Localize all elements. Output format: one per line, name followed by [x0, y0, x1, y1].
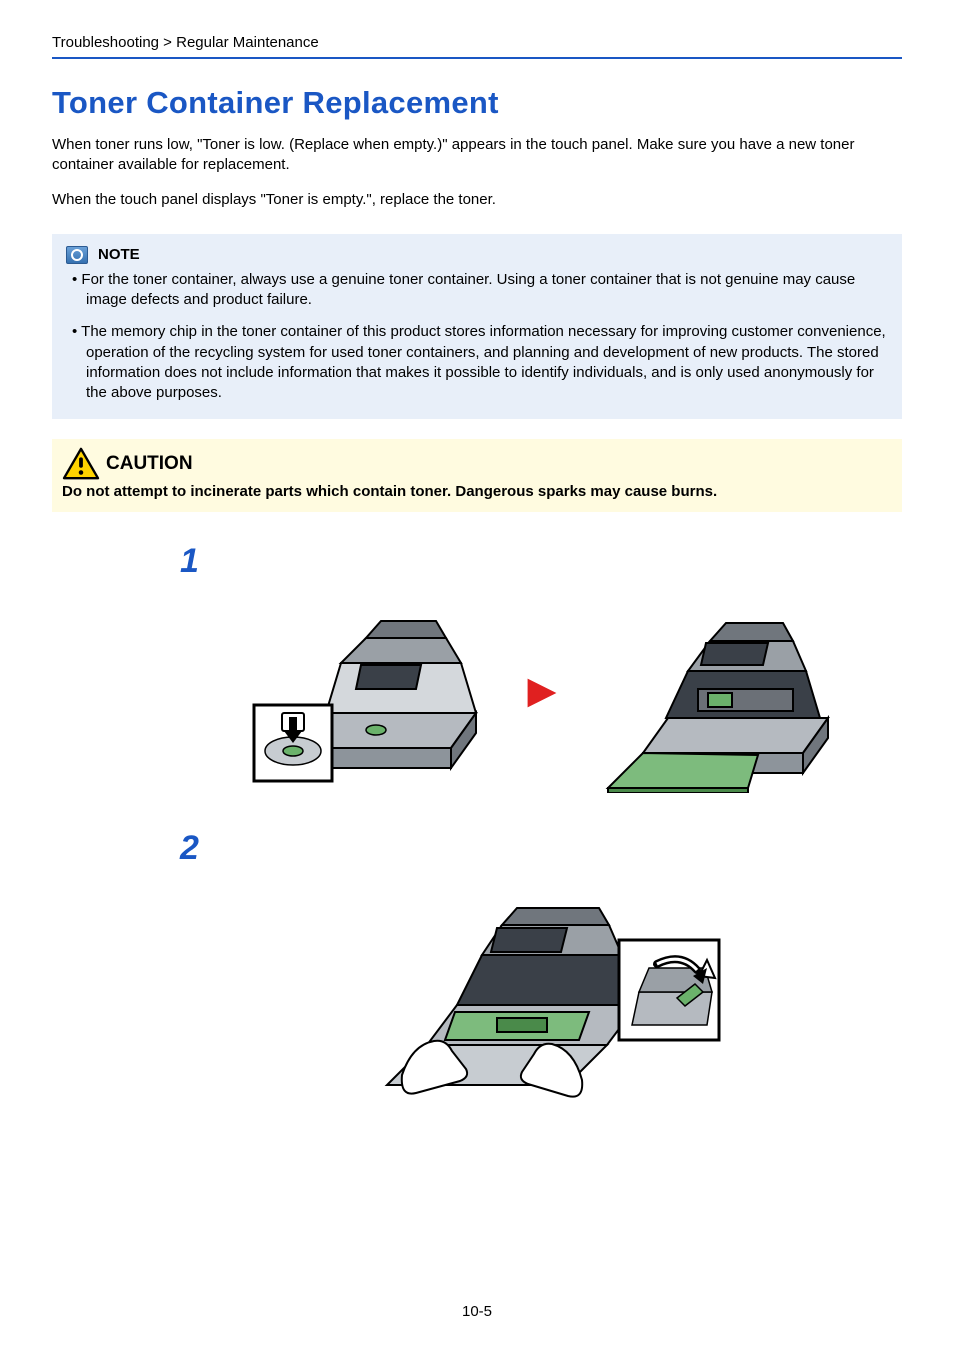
note-label: NOTE — [98, 246, 140, 263]
note-header: NOTE — [66, 246, 888, 264]
note-box: NOTE For the toner container, always use… — [52, 234, 902, 420]
breadcrumb: Troubleshooting > Regular Maintenance — [52, 34, 902, 51]
page-number: 10-5 — [0, 1303, 954, 1320]
note-list: For the toner container, always use a ge… — [66, 270, 888, 404]
note-item: For the toner container, always use a ge… — [72, 270, 888, 311]
figure-step2 — [357, 880, 727, 1120]
manual-page: Troubleshooting > Regular Maintenance To… — [0, 0, 954, 1350]
step-2: 2 — [182, 829, 882, 1120]
caution-label: CAUTION — [106, 453, 193, 475]
arrow-right-icon — [524, 675, 560, 711]
step-1-figures — [246, 593, 882, 793]
step-2-figures — [202, 880, 882, 1120]
figure-step1-closed — [246, 593, 496, 793]
figure-step1-open — [588, 593, 848, 793]
intro-paragraph-2: When the touch panel displays "Toner is … — [52, 190, 902, 210]
step-number: 1 — [180, 542, 882, 581]
caution-header: CAUTION — [62, 447, 892, 481]
note-icon — [66, 246, 88, 264]
steps-container: 1 — [52, 542, 902, 1120]
page-title: Toner Container Replacement — [52, 85, 902, 121]
intro-paragraph-1: When toner runs low, "Toner is low. (Rep… — [52, 135, 902, 176]
caution-icon — [62, 447, 100, 481]
step-1: 1 — [182, 542, 882, 793]
caution-box: CAUTION Do not attempt to incinerate par… — [52, 439, 902, 512]
caution-text: Do not attempt to incinerate parts which… — [62, 483, 892, 500]
note-item: The memory chip in the toner container o… — [72, 322, 888, 403]
header-rule — [52, 57, 902, 59]
step-number: 2 — [180, 829, 882, 868]
